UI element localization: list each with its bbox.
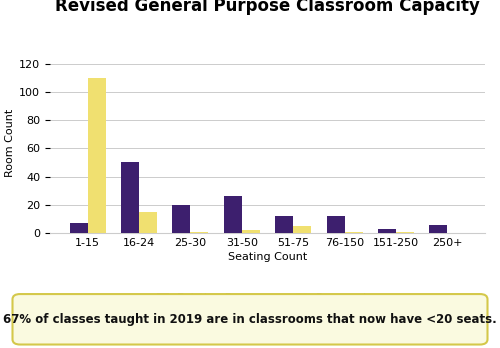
Bar <box>326 216 344 233</box>
Bar <box>88 78 106 233</box>
Bar <box>224 196 242 233</box>
Bar <box>396 232 414 233</box>
Bar <box>344 232 362 233</box>
Bar <box>121 163 139 233</box>
Bar <box>242 230 260 233</box>
Bar <box>430 225 448 233</box>
Text: 67% of classes taught in 2019 are in classrooms that now have <20 seats.: 67% of classes taught in 2019 are in cla… <box>3 313 497 326</box>
Bar <box>70 223 87 233</box>
Y-axis label: Room Count: Room Count <box>5 109 15 177</box>
Bar <box>275 216 293 233</box>
Title: Revised General Purpose Classroom Capacity: Revised General Purpose Classroom Capaci… <box>55 0 480 15</box>
Bar <box>190 232 208 233</box>
Legend: Existing Room..., Proposed...: Existing Room..., Proposed... <box>158 293 378 303</box>
Bar <box>293 226 311 233</box>
Bar <box>139 212 157 233</box>
Bar <box>172 205 190 233</box>
X-axis label: Seating Count: Seating Count <box>228 252 307 262</box>
Bar <box>378 229 396 233</box>
